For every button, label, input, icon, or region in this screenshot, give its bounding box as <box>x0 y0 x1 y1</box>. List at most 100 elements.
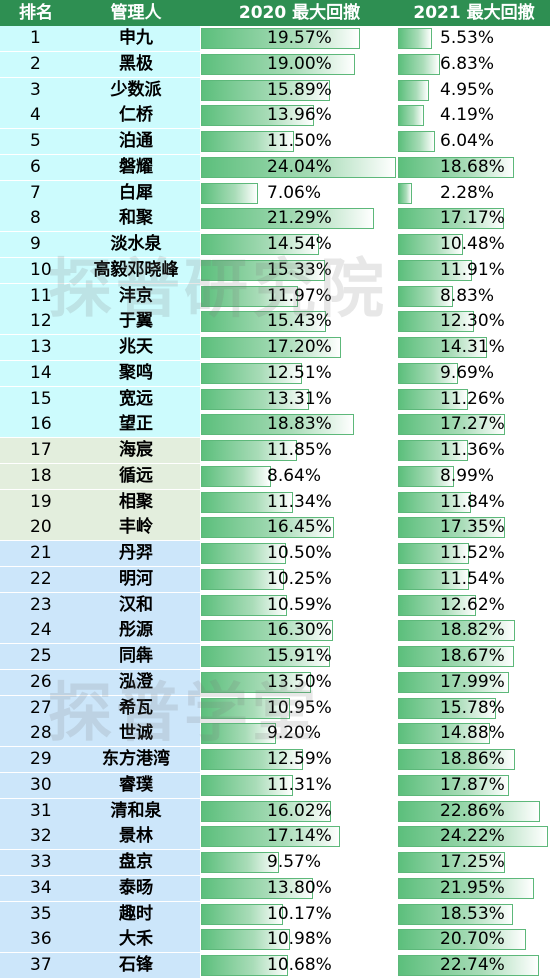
manager-cell: 望正 <box>119 414 153 435</box>
table-row: 34 泰旸 13.80% 21.95% <box>0 875 550 901</box>
drawdown-2020-cell: 9.57% <box>201 850 398 875</box>
table-row: 24 彤源 16.30% 18.82% <box>0 618 550 644</box>
rank-cell: 19 <box>30 491 52 512</box>
rank-cell: 3 <box>30 79 41 100</box>
drawdown-value-2021: 22.74% <box>440 955 505 975</box>
drawdown-2021-cell: 17.25% <box>398 850 550 875</box>
drawdown-value-2021: 17.17% <box>440 208 505 229</box>
manager-cell: 希瓦 <box>119 697 153 718</box>
drawdown-bar-2021 <box>398 594 477 616</box>
table-row: 16 望正 18.83% 17.27% <box>0 412 550 438</box>
drawdown-value-2021: 18.82% <box>440 620 505 641</box>
drawdown-bar-2020 <box>201 697 290 719</box>
drawdown-bar-2021 <box>398 156 514 178</box>
drawdown-2020-cell: 9.20% <box>201 721 398 746</box>
table-row: 14 聚鸣 12.51% 9.69% <box>0 360 550 386</box>
drawdown-2021-cell: 20.70% <box>398 927 550 952</box>
manager-cell: 景林 <box>119 826 153 847</box>
drawdown-bar-2020 <box>201 620 334 642</box>
rank-cell: 28 <box>30 723 52 744</box>
drawdown-2021-cell: 8.99% <box>398 464 550 489</box>
drawdown-2020-cell: 17.20% <box>201 335 398 360</box>
rank-cell: 26 <box>30 671 52 692</box>
manager-cell: 同犇 <box>119 646 153 666</box>
drawdown-bar-2021 <box>398 568 470 590</box>
drawdown-value-2020: 19.00% <box>267 53 332 74</box>
drawdown-value-2021: 8.83% <box>440 285 495 306</box>
drawdown-bar-2021 <box>398 440 469 461</box>
drawdown-bar-2021 <box>398 749 515 770</box>
drawdown-2021-cell: 11.52% <box>398 541 550 566</box>
drawdown-bar-2021 <box>398 723 491 745</box>
drawdown-bar-2020 <box>201 852 279 873</box>
drawdown-2021-cell: 6.83% <box>398 52 550 77</box>
drawdown-bar-2021 <box>398 671 510 693</box>
drawdown-value-2020: 13.96% <box>267 105 332 126</box>
drawdown-2020-cell: 13.80% <box>201 876 398 901</box>
drawdown-2021-cell: 17.35% <box>398 515 550 540</box>
drawdown-2020-cell: 19.00% <box>201 52 398 77</box>
drawdown-2021-cell: 12.30% <box>398 309 550 334</box>
table-row: 27 希瓦 10.95% 15.78% <box>0 695 550 721</box>
drawdown-value-2021: 17.27% <box>440 414 505 435</box>
table-row: 29 东方港湾 12.59% 18.86% <box>0 747 550 772</box>
drawdown-2020-cell: 11.97% <box>201 284 398 309</box>
table-row: 18 循远 8.64% 8.99% <box>0 463 550 489</box>
drawdown-value-2021: 11.84% <box>440 491 505 512</box>
drawdown-2021-cell: 2.28% <box>398 181 550 206</box>
drawdown-value-2021: 5.53% <box>440 28 495 48</box>
drawdown-2021-cell: 18.68% <box>398 155 550 180</box>
manager-cell: 大禾 <box>119 929 153 950</box>
row-background <box>0 77 200 103</box>
rank-cell: 23 <box>30 594 52 615</box>
drawdown-value-2020: 11.50% <box>267 131 332 151</box>
manager-cell: 清和泉 <box>110 800 162 821</box>
rank-cell: 25 <box>30 646 52 666</box>
table-row: 28 世诚 9.20% 14.88% <box>0 721 550 747</box>
drawdown-2021-cell: 4.19% <box>398 103 550 128</box>
drawdown-value-2021: 20.70% <box>440 929 505 950</box>
rank-cell: 27 <box>30 697 52 718</box>
drawdown-2020-cell: 10.98% <box>201 927 398 952</box>
table-row: 25 同犇 15.91% 18.67% <box>0 644 550 669</box>
rank-cell: 20 <box>30 517 52 538</box>
drawdown-bar-2021 <box>398 697 496 719</box>
rank-cell: 1 <box>30 28 41 48</box>
drawdown-value-2020: 9.57% <box>267 852 322 872</box>
drawdown-value-2020: 16.30% <box>267 620 332 641</box>
drawdown-value-2021: 18.86% <box>440 749 505 769</box>
drawdown-2021-cell: 11.54% <box>398 567 550 592</box>
drawdown-bar-2020 <box>201 517 335 539</box>
manager-cell: 循远 <box>119 465 153 486</box>
drawdown-2020-cell: 11.34% <box>201 490 398 515</box>
drawdown-bar-2020 <box>201 440 298 461</box>
drawdown-value-2021: 14.88% <box>440 723 505 744</box>
drawdown-value-2021: 17.25% <box>440 852 505 872</box>
drawdown-2020-cell: 13.31% <box>201 387 398 412</box>
drawdown-2020-cell: 10.95% <box>201 696 398 721</box>
drawdown-2021-cell: 17.99% <box>398 670 550 695</box>
drawdown-2021-cell: 9.69% <box>398 361 550 386</box>
drawdown-value-2020: 12.51% <box>267 362 332 383</box>
drawdown-2021-cell: 14.31% <box>398 335 550 360</box>
drawdown-2021-cell: 4.95% <box>398 78 550 103</box>
row-background <box>0 26 200 51</box>
drawdown-2020-cell: 24.04% <box>201 155 398 180</box>
drawdown-value-2020: 11.85% <box>267 440 332 460</box>
drawdown-value-2020: 18.83% <box>267 414 332 435</box>
manager-cell: 沣京 <box>119 285 153 306</box>
drawdown-2020-cell: 15.33% <box>201 258 398 283</box>
manager-cell: 泰旸 <box>119 877 153 898</box>
table-row: 33 盘京 9.57% 17.25% <box>0 850 550 875</box>
drawdown-bar-2020 <box>201 285 299 307</box>
drawdown-bar-2021 <box>398 311 475 333</box>
drawdown-value-2020: 10.98% <box>267 929 332 950</box>
row-background <box>0 592 200 618</box>
drawdown-bar-2021 <box>398 414 505 436</box>
drawdown-value-2020: 7.06% <box>267 182 322 203</box>
rank-cell: 10 <box>30 259 52 280</box>
drawdown-2020-cell: 10.68% <box>201 953 398 978</box>
manager-cell: 泓澄 <box>119 671 153 692</box>
table-row: 36 大禾 10.98% 20.70% <box>0 927 550 953</box>
drawdown-bar-2021 <box>398 362 458 384</box>
